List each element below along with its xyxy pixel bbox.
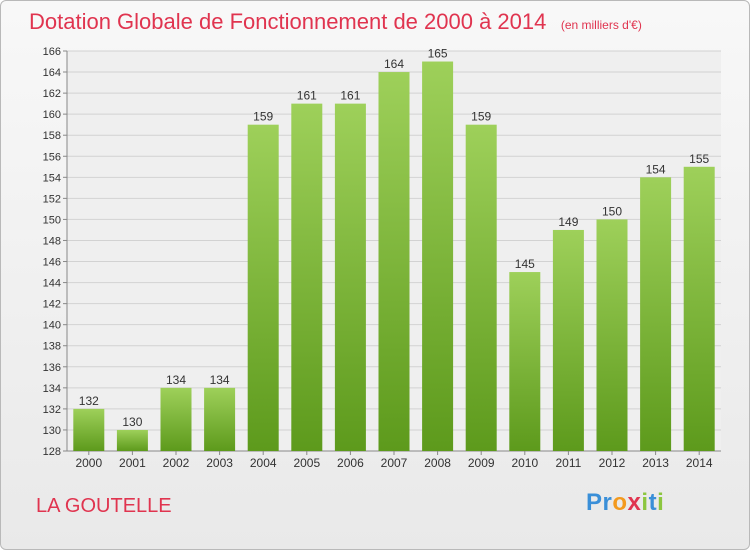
bar	[640, 177, 672, 451]
y-tick-label: 156	[43, 151, 61, 163]
y-tick-label: 152	[43, 193, 61, 205]
logo-letter: i	[657, 489, 665, 516]
data-label: 149	[558, 215, 578, 229]
y-tick-label: 146	[43, 257, 61, 269]
bar	[73, 408, 105, 451]
logo-letter: r	[602, 489, 613, 516]
data-label: 165	[428, 47, 448, 61]
data-label: 155	[689, 152, 709, 166]
x-tick-label: 2010	[511, 456, 538, 470]
y-tick-label: 140	[43, 320, 61, 332]
bar	[334, 103, 366, 451]
y-tick-label: 136	[43, 362, 61, 374]
data-label: 161	[340, 89, 360, 103]
bar	[247, 124, 279, 452]
x-tick-label: 2005	[293, 456, 320, 470]
data-label: 130	[122, 415, 142, 429]
y-tick-label: 144	[43, 278, 61, 290]
chart-subtitle: (en milliers d'€)	[560, 18, 642, 32]
x-tick-label: 2002	[163, 456, 190, 470]
data-label: 159	[253, 110, 273, 124]
proxiti-logo: Proxiti	[586, 489, 664, 517]
x-tick-label: 2007	[381, 456, 408, 470]
x-tick-label: 2000	[75, 456, 102, 470]
y-tick-label: 148	[43, 235, 61, 247]
chart-title: Dotation Globale de Fonctionnement de 20…	[29, 9, 547, 34]
bar	[422, 61, 454, 452]
data-label: 159	[471, 110, 491, 124]
y-tick-label: 134	[43, 383, 61, 395]
x-tick-label: 2009	[468, 456, 495, 470]
bar	[378, 72, 410, 451]
data-label: 145	[515, 257, 535, 271]
y-tick-label: 164	[43, 67, 61, 79]
bar	[160, 387, 192, 451]
y-tick-label: 162	[43, 88, 61, 100]
data-label: 134	[166, 373, 186, 387]
data-label: 164	[384, 57, 404, 71]
x-tick-label: 2006	[337, 456, 364, 470]
bar	[291, 103, 323, 451]
x-tick-label: 2003	[206, 456, 233, 470]
data-label: 132	[79, 394, 99, 408]
logo-letter: t	[648, 489, 658, 516]
logo-letter: i	[641, 489, 649, 516]
x-tick-label: 2012	[599, 456, 626, 470]
bar	[683, 166, 715, 451]
y-tick-label: 130	[43, 425, 61, 437]
x-tick-label: 2004	[250, 456, 277, 470]
x-tick-label: 2014	[686, 456, 713, 470]
bar	[596, 219, 628, 451]
x-tick-label: 2013	[642, 456, 669, 470]
logo-letter: x	[627, 489, 642, 516]
y-tick-label: 142	[43, 299, 61, 311]
y-tick-label: 128	[43, 446, 61, 458]
bar	[509, 272, 541, 451]
bar	[116, 429, 148, 451]
logo-letter: o	[612, 489, 628, 516]
y-tick-label: 150	[43, 214, 61, 226]
y-tick-label: 138	[43, 341, 61, 353]
x-tick-label: 2008	[424, 456, 451, 470]
y-tick-label: 158	[43, 130, 61, 142]
bar	[465, 124, 497, 452]
data-label: 150	[602, 204, 622, 218]
bar	[204, 387, 236, 451]
title-row: Dotation Globale de Fonctionnement de 20…	[29, 9, 642, 35]
bar	[552, 229, 584, 451]
x-tick-label: 2001	[119, 456, 146, 470]
logo-letter: P	[586, 489, 603, 516]
y-tick-label: 160	[43, 109, 61, 121]
x-tick-label: 2011	[555, 456, 581, 470]
data-label: 134	[210, 373, 230, 387]
data-label: 161	[297, 89, 317, 103]
y-tick-label: 166	[43, 46, 61, 58]
y-tick-label: 132	[43, 404, 61, 416]
y-tick-label: 154	[43, 172, 61, 184]
place-name: LA GOUTELLE	[36, 495, 172, 517]
data-label: 154	[646, 162, 666, 176]
